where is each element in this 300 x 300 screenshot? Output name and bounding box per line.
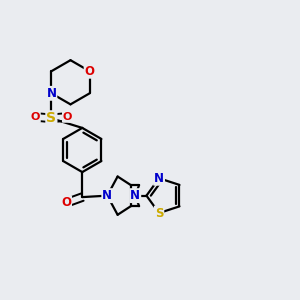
Text: N: N [46,87,56,100]
Text: O: O [31,112,40,122]
Text: O: O [85,65,94,78]
Text: O: O [61,196,71,209]
Text: O: O [63,112,72,122]
Text: N: N [130,189,140,202]
Text: N: N [154,172,164,185]
Text: S: S [46,111,56,125]
Text: S: S [155,206,163,220]
Text: N: N [102,189,112,202]
